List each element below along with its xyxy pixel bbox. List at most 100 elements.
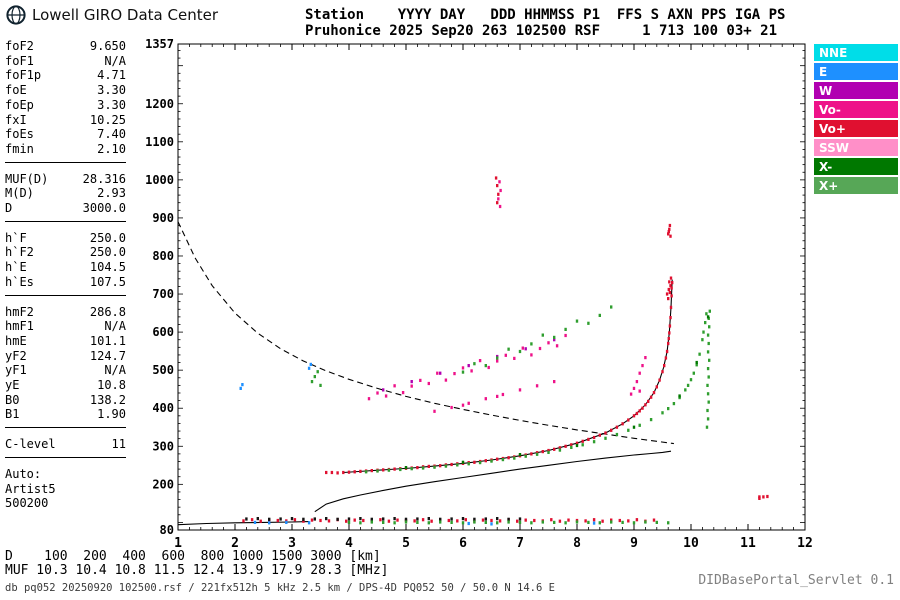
o-asymptote-cluster-point (669, 234, 672, 238)
mid-band-pink-point (496, 394, 499, 398)
es-layer-blue-point (592, 521, 596, 525)
param-separator (5, 427, 126, 429)
o-trace-point (336, 471, 339, 475)
es-layer-red-point (584, 519, 587, 523)
y-tick-label: 200 (152, 477, 174, 491)
es-layer-green-point (416, 520, 419, 524)
es-layer-red-point (652, 518, 656, 522)
param-value: 250.0 (89, 245, 126, 260)
param-value: 1.90 (97, 407, 126, 422)
param-row: h`Es 107.5 (5, 275, 126, 290)
es-layer-red-point (259, 519, 262, 523)
o-trace-point (671, 281, 674, 285)
param-label: B1 (5, 407, 20, 422)
x-trace-point (661, 411, 664, 415)
x-trace-point (558, 448, 562, 452)
second-hop-pink-point (513, 356, 516, 360)
es-layer-green-point (347, 520, 351, 524)
second-hop-magenta-point (524, 347, 527, 351)
legend-item-vo: Vo- (814, 101, 898, 118)
second-hop-pink-point (427, 381, 430, 386)
param-row: fmin 2.10 (5, 142, 126, 157)
second-hop-green-point (473, 362, 476, 366)
second-hop-magenta-point (439, 371, 442, 375)
o-trace-point (627, 418, 630, 422)
param-row: yE 10.8 (5, 378, 126, 393)
es-layer-dark-point (347, 517, 351, 521)
o-trace-point (663, 364, 666, 368)
x-asymptote-column-point (706, 350, 710, 354)
o-trace-point (496, 457, 499, 461)
es-layer-dark-point (268, 517, 271, 521)
es-layer-dark-point (359, 517, 362, 521)
autoscaling-line: Artist5 (5, 481, 56, 496)
o-trace-point (670, 294, 673, 298)
es-layer-green-point (382, 520, 385, 524)
o-trace-point (393, 467, 396, 471)
second-hop-green-point (461, 370, 465, 374)
es-layer-red-point (524, 518, 527, 522)
es-layer-red-point (558, 519, 562, 523)
param-label: hmF1 (5, 319, 34, 334)
spread-f-pink-point (644, 356, 647, 360)
es-layer-green-point (461, 521, 465, 525)
true-height-profile-E (177, 521, 310, 526)
x-tick-label: 11 (740, 536, 756, 550)
o-trace-point (658, 378, 661, 382)
o-trace-point (530, 452, 533, 456)
x-minus-sparse-point (706, 315, 710, 319)
param-value: 101.1 (89, 333, 126, 348)
o-trace-point (564, 444, 567, 448)
x-tick-label: 5 (402, 536, 410, 550)
o-trace-point (638, 409, 641, 413)
param-label: D (5, 201, 13, 216)
high-cluster-pink-point (498, 180, 501, 184)
x-tick-label: 6 (459, 536, 467, 550)
legend-item-x: X- (814, 158, 898, 175)
x-minus-sparse-point (575, 443, 579, 448)
second-hop-pink-point (436, 371, 439, 375)
mid-band-pink-point (461, 403, 465, 407)
param-label: foF2 (5, 39, 34, 53)
spread-f-pink-point (641, 364, 644, 368)
o-trace-point (669, 305, 673, 309)
o-trace-point (644, 403, 647, 407)
es-layer-red-point (276, 518, 279, 523)
muf-row: MUF 10.3 10.4 10.8 11.5 12.4 13.9 17.9 2… (5, 563, 389, 578)
param-label: MUF(D) (5, 171, 49, 186)
spread-f-pink-point (632, 386, 636, 390)
x-trace-point (615, 432, 619, 437)
x-trace-point (421, 466, 425, 470)
o-asymptote-cluster-point (667, 297, 670, 301)
legend-label: SSW (819, 140, 849, 155)
param-row: h`E 104.5 (5, 260, 126, 275)
legend-item-ssw: SSW (814, 139, 898, 156)
param-value: 107.5 (89, 274, 126, 289)
legend-label: E (819, 64, 828, 79)
o-trace-point (553, 447, 556, 451)
o-trace-point (581, 439, 584, 443)
spread-f-pink-point (635, 380, 639, 384)
es-layer-red-point (310, 518, 314, 522)
y-tick-label: 500 (152, 363, 174, 377)
x-tick-label: 8 (573, 536, 581, 550)
es-layer-dark-point (370, 517, 373, 521)
param-value: 9.650 (89, 39, 126, 53)
param-row: foF2 9.650 (5, 39, 126, 54)
plot-frame (177, 43, 806, 531)
param-row: yF2 124.7 (5, 349, 126, 364)
x-asymptote-column-point (707, 400, 710, 404)
o-trace-point (359, 469, 362, 473)
lowell-giro-logo-icon (6, 5, 26, 25)
spread-f-pink-point (629, 392, 633, 396)
param-row: MUF(D) 28.316 (5, 172, 126, 187)
o-trace-point (427, 464, 430, 468)
param-label: foE (5, 83, 27, 98)
mid-band-pink-point (501, 392, 505, 397)
x-trace-point (581, 443, 584, 447)
es-layer-green-point (484, 520, 487, 524)
legend-label: Vo+ (819, 121, 846, 136)
o-asymptote-cluster-point (667, 230, 670, 234)
es-layer-red-point (610, 518, 613, 522)
second-hop-green-point (496, 356, 499, 360)
